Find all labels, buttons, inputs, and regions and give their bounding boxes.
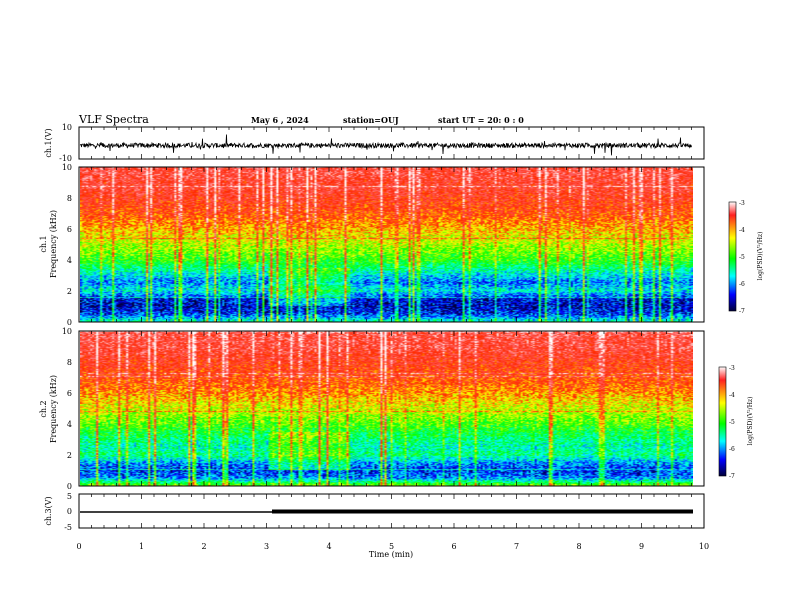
ch1-spectrogram-ticks — [78, 167, 705, 322]
ch1-waveform-panel: 10 -10 ch.1(V) — [44, 123, 705, 163]
start-time-label: start UT = 20: 0 : 0 — [438, 115, 524, 125]
xtick-8: 8 — [576, 542, 581, 551]
ch1-ytick-0: 0 — [67, 318, 72, 327]
xtick-6: 6 — [451, 542, 456, 551]
ch3-ytick-top: 5 — [67, 492, 72, 501]
colorbar-ch1: -3 -4 -5 -6 -7 log(PSD)(V²/Hz) — [728, 200, 764, 315]
ch1-ytick-6: 6 — [67, 225, 72, 234]
ch1-ytick-top: 10 — [62, 123, 72, 132]
ch2-ytick-10: 10 — [62, 327, 72, 336]
ch2-frequency-label: Frequency (kHz) — [49, 375, 58, 443]
colorbar-ch2-tick-m4: -4 — [729, 392, 735, 399]
xtick-7: 7 — [514, 542, 519, 551]
ch3-waveform-ylabel: ch.3(V) — [44, 496, 53, 525]
ch1-spectrogram-panel: 0 2 4 6 8 10 ch.1 Frequency (kHz) — [39, 163, 705, 327]
ch2-ytick-8: 8 — [67, 358, 72, 367]
colorbar-ch2-label: log(PSD)(V²/Hz) — [747, 397, 754, 446]
xtick-1: 1 — [139, 542, 144, 551]
ch2-spectrogram-ticks — [78, 331, 705, 486]
colorbar-ch1-tick-m3: -3 — [739, 200, 745, 207]
colorbar-ch2: -3 -4 -5 -6 -7 log(PSD)(V²/Hz) — [718, 365, 754, 480]
ch2-ytick-4: 4 — [67, 420, 72, 429]
x-axis-label: Time (min) — [369, 550, 413, 559]
xtick-5: 5 — [389, 542, 394, 551]
colorbar-ch1-scale — [728, 201, 737, 312]
colorbar-ch1-tick-m6: -6 — [739, 281, 745, 288]
ch3-waveform-ticks — [78, 494, 705, 528]
station-label: station=OUJ — [343, 115, 399, 125]
colorbar-ch2-tick-m6: -6 — [729, 446, 735, 453]
xtick-0: 0 — [76, 542, 81, 551]
ch1-ytick-bottom: -10 — [59, 154, 72, 163]
ch2-spectrogram-image — [80, 331, 693, 486]
xtick-9: 9 — [639, 542, 644, 551]
xtick-10: 10 — [699, 542, 709, 551]
figure-title: VLF Spectra — [78, 113, 149, 126]
xtick-2: 2 — [201, 542, 206, 551]
colorbar-ch1-label: log(PSD)(V²/Hz) — [757, 232, 764, 281]
colorbar-ch2-tick-m3: -3 — [729, 365, 735, 372]
ch1-channel-label: ch.1 — [39, 235, 48, 252]
ch1-waveform-ticks — [78, 127, 705, 159]
x-axis: 0 1 2 3 4 5 6 7 8 9 10 Time (min) — [76, 542, 709, 559]
xtick-3: 3 — [264, 542, 269, 551]
ch1-waveform-trace — [79, 134, 692, 156]
ch2-ytick-2: 2 — [67, 451, 72, 460]
colorbar-ch1-tick-m4: -4 — [739, 227, 745, 234]
ch2-channel-label: ch.2 — [39, 400, 48, 417]
date-label: May 6 , 2024 — [251, 115, 309, 125]
colorbar-ch1-tick-m7: -7 — [739, 308, 745, 315]
colorbar-ch2-tick-m5: -5 — [729, 419, 735, 426]
ch1-ytick-2: 2 — [67, 287, 72, 296]
xtick-4: 4 — [326, 542, 331, 551]
ch2-spectrogram-panel: 0 2 4 6 8 10 ch.2 Frequency (kHz) — [39, 327, 705, 491]
ch1-spectrogram-image — [80, 167, 693, 322]
ch1-frequency-label: Frequency (kHz) — [49, 210, 58, 278]
ch2-ytick-6: 6 — [67, 389, 72, 398]
ch3-ytick-bottom: -5 — [64, 523, 72, 532]
ch2-ytick-0: 0 — [67, 482, 72, 491]
ch1-ytick-8: 8 — [67, 194, 72, 203]
ch3-ytick-mid: 0 — [67, 507, 72, 516]
ch1-waveform-ylabel: ch.1(V) — [44, 128, 53, 157]
colorbar-ch2-scale — [718, 366, 727, 477]
ch1-ytick-10: 10 — [62, 163, 72, 172]
ch3-waveform-panel: 5 0 -5 ch.3(V) — [44, 492, 705, 532]
ch1-ytick-4: 4 — [67, 256, 72, 265]
colorbar-ch1-tick-m5: -5 — [739, 254, 745, 261]
colorbar-ch2-tick-m7: -7 — [729, 473, 735, 480]
